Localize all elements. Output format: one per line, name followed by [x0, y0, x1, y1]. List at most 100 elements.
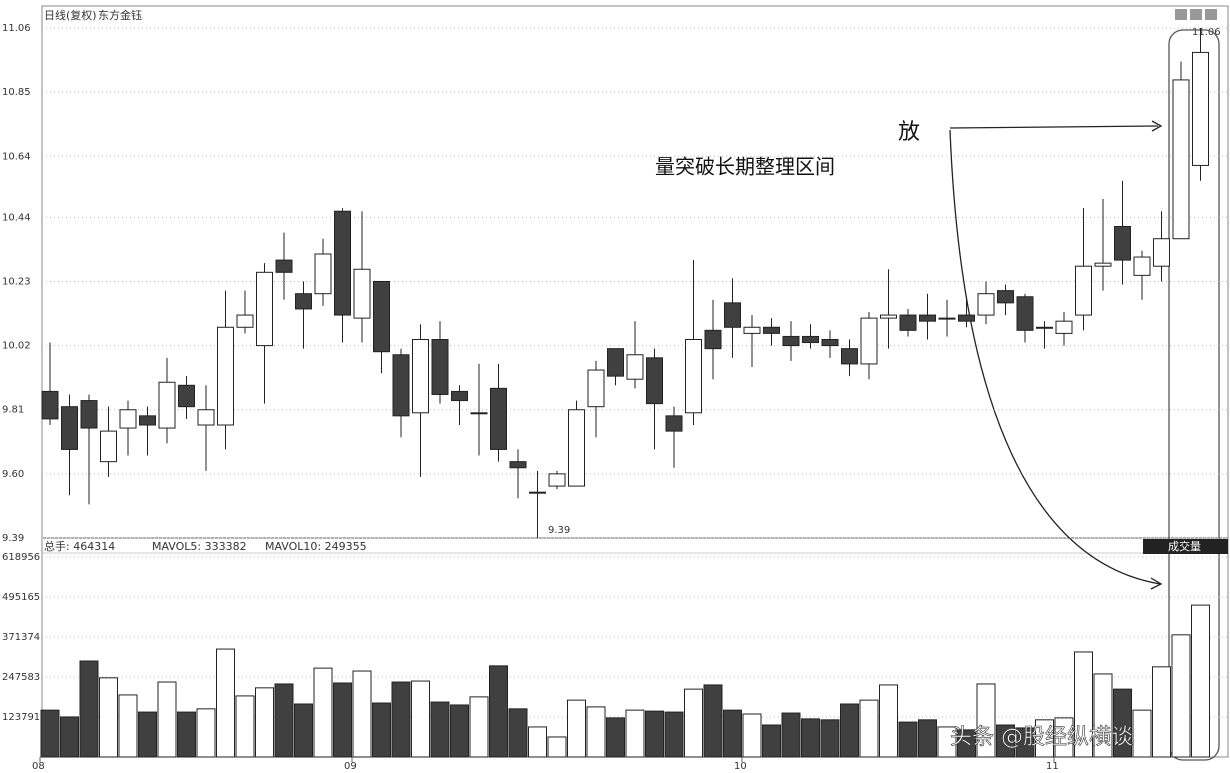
volume-bar — [996, 724, 1015, 758]
candle-body — [821, 338, 839, 347]
x-tick-label: 09 — [344, 761, 357, 772]
volume-bar — [645, 710, 664, 758]
candle-body — [529, 491, 546, 494]
candle-body — [958, 314, 975, 322]
candle-body — [490, 387, 507, 450]
volume-bar — [391, 681, 411, 758]
candle-body — [61, 406, 78, 450]
volume-bar — [976, 683, 996, 758]
volume-bar — [1132, 709, 1152, 758]
volume-bar — [333, 682, 352, 758]
candle-body — [587, 369, 605, 408]
candle-body — [568, 409, 585, 487]
volume-bar — [918, 719, 937, 758]
volume-bar — [79, 660, 99, 758]
candle-body — [1075, 265, 1092, 316]
volume-bar — [781, 712, 801, 758]
candle-body — [1055, 320, 1073, 334]
volume-bar — [469, 696, 489, 758]
candle-body — [295, 293, 312, 310]
candle-body — [880, 314, 897, 319]
volume-bar — [372, 702, 391, 758]
arrow-head — [1150, 577, 1163, 590]
annotation: 放 — [898, 120, 920, 145]
volume-bar — [1035, 719, 1054, 758]
marks: 11.06 10.85 10.64 10.44 10.23 10.02 9.81 9.60 9.… — [2, 23, 1228, 772]
candle-body — [1036, 326, 1053, 329]
volume-bar — [313, 667, 333, 758]
x-tick-label: 11 — [1046, 761, 1059, 772]
volume-bar — [489, 665, 508, 758]
volume-bar — [703, 684, 723, 758]
volume-bar — [528, 726, 547, 758]
candle-body — [607, 348, 624, 377]
candle-body — [724, 302, 741, 328]
candle-body — [334, 210, 351, 316]
annotation: 量突破长期整理区间 — [655, 155, 835, 179]
candle-body — [646, 357, 663, 405]
candle-body — [451, 390, 468, 402]
candle-body — [704, 329, 722, 350]
volume-tag-label: 成交量 — [1168, 539, 1201, 553]
volume-bar — [586, 706, 606, 758]
volume-bar — [879, 684, 898, 758]
arrow-head — [1151, 120, 1163, 132]
candle-body — [275, 259, 293, 273]
candle-body — [841, 348, 858, 365]
highlight-box — [1168, 29, 1220, 761]
volume-bar — [684, 688, 703, 758]
watermark: 头条 @股经纵横谈 — [950, 725, 1133, 750]
candle-body — [392, 354, 410, 417]
volume-bar — [1074, 651, 1093, 758]
y-tick-label: 11.06 — [2, 23, 31, 34]
candle-body — [1153, 238, 1170, 267]
candle-body — [1094, 262, 1112, 267]
candle-body — [977, 293, 995, 316]
volume-bar — [664, 711, 684, 758]
chart-title: 日线(复权) — [44, 8, 97, 22]
y-tick-label: 10.64 — [2, 151, 31, 162]
volume-legend: 总手: 464314 — [44, 539, 115, 553]
tool-button[interactable] — [1205, 9, 1217, 20]
candle-body — [158, 381, 176, 429]
volume-bar — [625, 709, 645, 758]
volume-bar — [60, 716, 79, 758]
candle-body — [509, 461, 527, 469]
candle-body — [178, 384, 195, 408]
candle-body — [314, 253, 332, 295]
volume-bar — [411, 680, 430, 758]
y-tick-label: 618956 — [2, 552, 40, 563]
tool-button[interactable] — [1175, 9, 1187, 20]
arrow — [949, 125, 1159, 129]
y-tick-label: 247583 — [2, 672, 40, 683]
x-tick-label: 08 — [32, 761, 45, 772]
candle-body — [763, 326, 780, 334]
y-tick-label: 10.85 — [2, 87, 31, 98]
volume-bar — [567, 699, 586, 758]
candle-body — [236, 314, 254, 328]
volume-bar — [1093, 673, 1113, 758]
volume-bar — [1015, 727, 1035, 758]
candle-body — [626, 354, 644, 380]
candle-body — [685, 338, 702, 414]
candle-body — [919, 314, 936, 322]
volume-bar — [957, 729, 976, 758]
volume-bar — [1113, 688, 1132, 758]
candle-body — [997, 290, 1014, 304]
candle-body — [119, 409, 137, 429]
volume-bar — [1054, 717, 1074, 758]
candle-body — [80, 400, 98, 429]
y-tick-label: 9.39 — [2, 533, 24, 544]
volume-bar — [547, 736, 567, 758]
volume-bar — [937, 726, 957, 758]
candle-body — [782, 335, 800, 347]
candle-body — [256, 271, 273, 347]
candle-body — [1172, 79, 1190, 240]
volume-bar — [820, 719, 840, 758]
candle-body — [860, 317, 878, 365]
arrow — [949, 129, 1161, 585]
volume-bar — [99, 677, 118, 758]
candle-body — [802, 335, 819, 344]
tool-button[interactable] — [1190, 9, 1202, 20]
